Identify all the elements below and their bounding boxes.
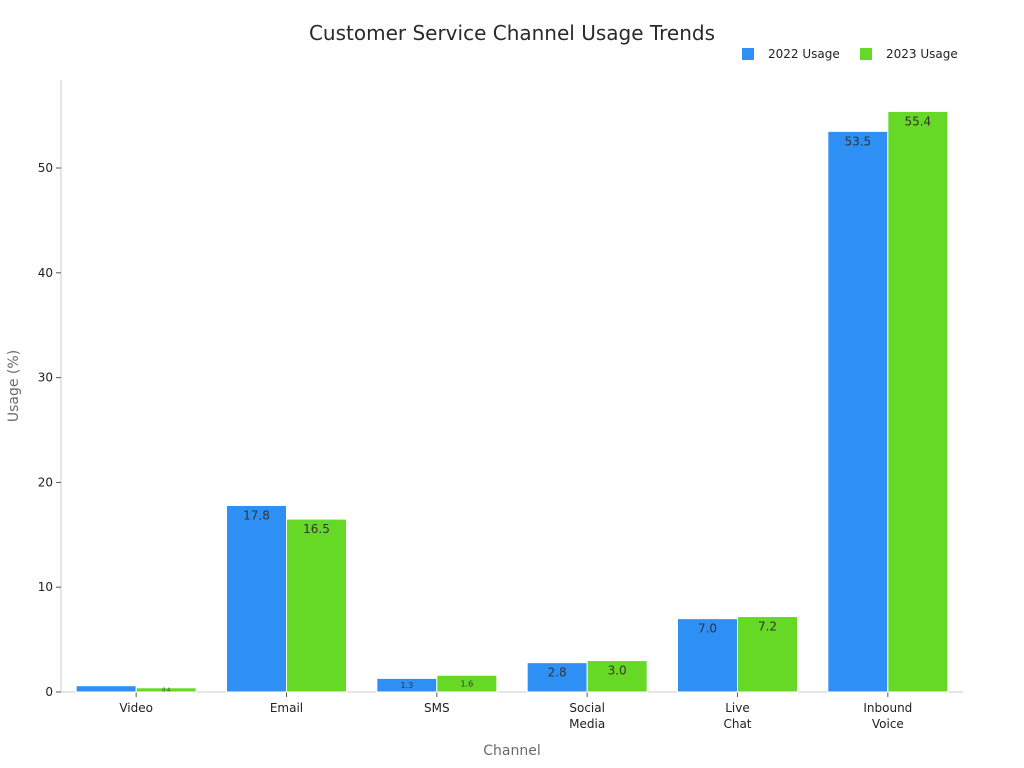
- y-tick-label: 50: [38, 161, 53, 175]
- y-axis-title: Usage (%): [6, 350, 22, 422]
- bar-value-label: 53.5: [844, 134, 871, 148]
- x-tick-label-line: Chat: [723, 717, 751, 731]
- bar-value-label: 16.5: [303, 522, 330, 536]
- chart-title: Customer Service Channel Usage Trends: [309, 21, 715, 45]
- bar-value-label: 55.4: [904, 114, 931, 128]
- y-tick-label: 20: [38, 475, 53, 489]
- x-tick-label-line: Social: [569, 701, 605, 715]
- x-axis-title: Channel: [483, 743, 540, 759]
- bar-value-label: 3.0: [608, 664, 627, 678]
- x-tick-label: Social Media: [569, 701, 605, 731]
- x-tick-label-line: Inbound: [863, 701, 912, 715]
- x-tick-label-line: Voice: [872, 717, 904, 731]
- y-axis: 0 10 20 30 40 50: [38, 80, 62, 699]
- bars-group: 0.4 17.8 16.5 1.3 1.6 2.8 3.0 7.0 7.2 53.5 55.4: [75, 110, 949, 694]
- y-tick-label: 40: [38, 266, 53, 280]
- x-tick-label-line: Video: [119, 701, 153, 715]
- x-axis: Video Email SMS Social Media Live Chat Inbound V…: [61, 691, 963, 731]
- bar-value-label: 2.8: [548, 666, 567, 680]
- legend-swatch: [860, 48, 872, 60]
- x-tick-label: Email: [270, 701, 303, 715]
- bar-value-label: 17.8: [243, 508, 270, 522]
- x-tick-label: SMS: [424, 701, 450, 715]
- y-tick-label: 30: [38, 371, 53, 385]
- y-tick-label: 10: [38, 580, 53, 594]
- x-tick-label: Inbound Voice: [863, 701, 912, 731]
- bar-2023: [737, 616, 798, 693]
- legend-label: 2023 Usage: [886, 47, 958, 61]
- bar-2022: [677, 618, 738, 693]
- bar-2023: [887, 110, 949, 693]
- bar-2023: [135, 687, 197, 693]
- bar-2022: [827, 130, 889, 693]
- bar-2023: [586, 660, 648, 693]
- legend: 2022 Usage 2023 Usage: [742, 47, 958, 61]
- legend-swatch: [742, 48, 754, 60]
- x-tick-label-line: Media: [569, 717, 605, 731]
- bar-2023: [286, 518, 347, 693]
- y-tick-label: 0: [45, 685, 53, 699]
- bar-2022: [526, 662, 588, 693]
- bar-value-label: 0.4: [162, 688, 170, 694]
- bar-value-label: 1.6: [460, 679, 473, 688]
- x-tick-label: Live Chat: [723, 701, 751, 731]
- x-tick-label-line: Live: [725, 701, 750, 715]
- x-tick-label-line: Email: [270, 701, 303, 715]
- bar-2022: [226, 504, 287, 693]
- x-tick-label-line: SMS: [424, 701, 450, 715]
- bar-2023: [436, 674, 498, 693]
- legend-label: 2022 Usage: [768, 47, 840, 61]
- bar-2022: [75, 685, 137, 693]
- x-tick-label: Video: [119, 701, 153, 715]
- bar-value-label: 7.2: [758, 620, 777, 634]
- bar-value-label: 7.0: [698, 622, 717, 636]
- bar-value-label: 1.3: [400, 681, 413, 690]
